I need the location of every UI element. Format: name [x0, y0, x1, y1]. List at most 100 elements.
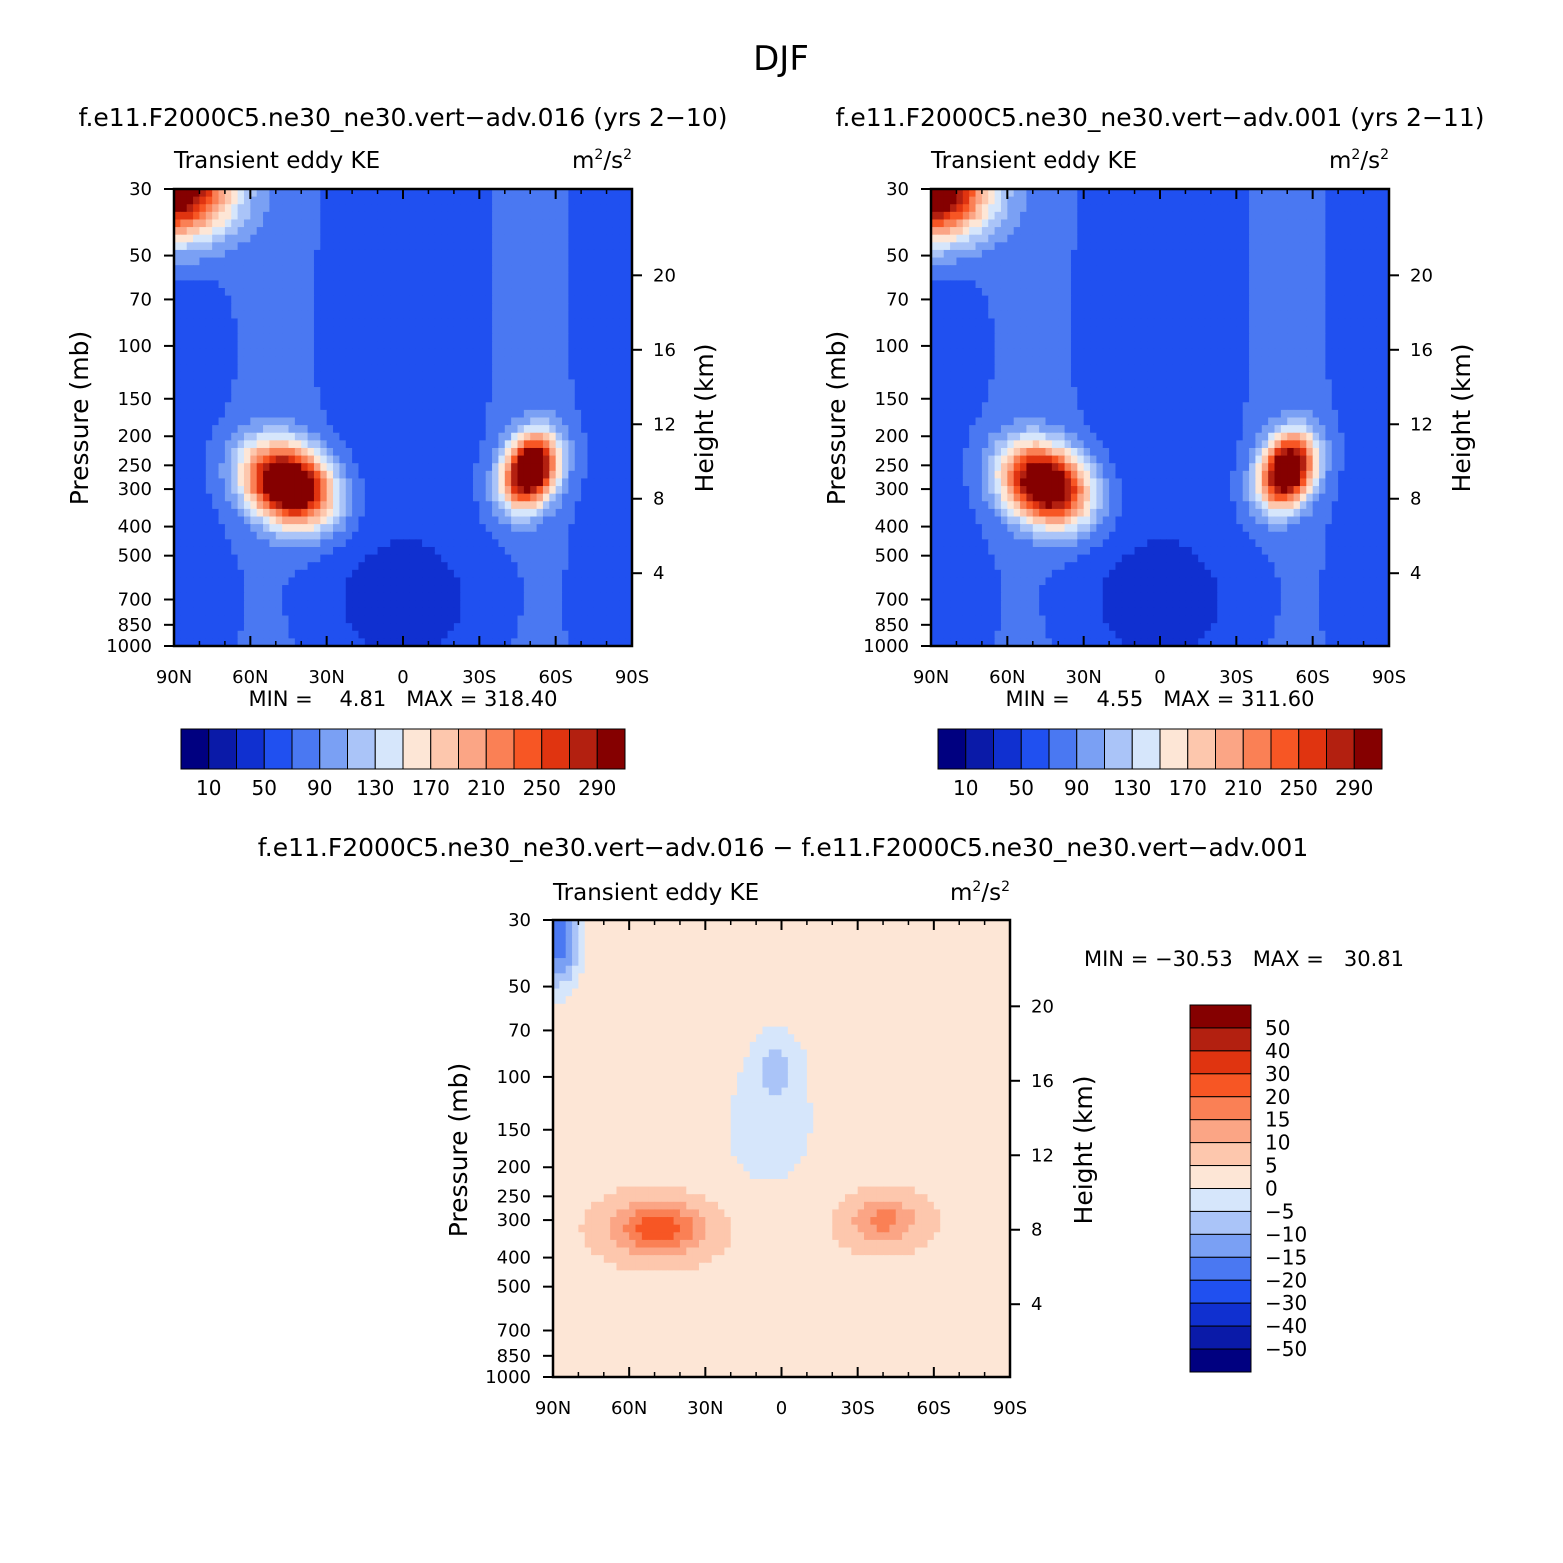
field-cell: [619, 318, 627, 327]
field-cell: [396, 607, 404, 617]
field-cell: [988, 234, 996, 243]
field-cell: [447, 630, 455, 639]
field-cell: [530, 196, 538, 205]
field-cell: [377, 265, 385, 274]
field-cell: [1128, 227, 1136, 236]
field-cell: [243, 432, 251, 441]
field-cell: [383, 455, 391, 464]
field-cell: [1217, 189, 1225, 198]
field-cell: [377, 394, 385, 403]
field-cell: [504, 409, 512, 419]
field-cell: [1344, 196, 1352, 205]
field-cell: [562, 562, 569, 571]
field-cell: [390, 280, 398, 289]
field-cell: [186, 189, 194, 198]
field-cell: [224, 630, 232, 639]
field-cell: [453, 295, 461, 304]
field-cell: [517, 295, 525, 304]
field-cell: [453, 318, 461, 327]
field-cell: [447, 272, 455, 281]
field-cell: [224, 288, 232, 297]
field-cell: [981, 219, 989, 228]
field-cell: [180, 280, 188, 289]
field-cell: [320, 280, 328, 289]
field-cell: [1369, 189, 1377, 198]
field-cell: [511, 638, 519, 647]
field-cell: [358, 470, 366, 480]
field-cell: [447, 493, 455, 502]
field-cell: [460, 257, 468, 266]
field-cell: [485, 402, 493, 411]
field-cell: [371, 554, 379, 563]
field-cell: [1319, 196, 1326, 205]
field-cell: [593, 592, 601, 601]
field-cell: [339, 440, 347, 449]
field-cell: [333, 295, 340, 304]
field-cell: [409, 234, 417, 243]
field-cell: [542, 585, 550, 594]
field-cell: [313, 288, 321, 297]
field-cell: [231, 341, 239, 350]
field-cell: [536, 204, 544, 213]
field-cell: [587, 531, 595, 540]
field-cell: [492, 219, 500, 228]
field-cell: [562, 493, 569, 502]
field-cell: [205, 417, 213, 426]
field-cell: [447, 432, 455, 441]
field-cell: [593, 516, 601, 525]
field-cell: [1128, 219, 1136, 228]
field-cell: [339, 196, 347, 205]
field-cell: [1096, 234, 1104, 243]
field-cell: [937, 196, 945, 205]
field-cell: [282, 585, 290, 594]
field-cell: [218, 638, 226, 647]
field-cell: [358, 546, 366, 556]
field-cell: [199, 303, 207, 312]
field-cell: [383, 402, 391, 411]
field-cell: [1039, 242, 1047, 251]
field-cell: [460, 501, 468, 510]
field-cell: [358, 257, 366, 266]
field-cell: [193, 577, 201, 586]
field-cell: [1013, 196, 1021, 205]
field-cell: [466, 432, 474, 441]
field-cell: [542, 470, 550, 480]
field-cell: [256, 189, 264, 198]
field-cell: [472, 493, 480, 502]
field-cell: [174, 524, 181, 533]
field-cell: [555, 387, 563, 396]
field-cell: [600, 326, 608, 335]
field-cell: [1179, 189, 1187, 198]
field-cell: [390, 402, 398, 411]
field-cell: [205, 310, 213, 320]
field-cell: [549, 227, 557, 236]
field-cell: [409, 478, 417, 487]
field-cell: [199, 425, 207, 434]
field-cell: [511, 227, 519, 236]
field-cell: [333, 630, 340, 639]
field-cell: [1261, 196, 1269, 205]
field-cell: [612, 333, 620, 342]
field-cell: [403, 303, 410, 312]
field-cell: [1121, 189, 1129, 198]
field-cell: [619, 554, 627, 563]
field-cell: [288, 326, 296, 335]
field-cell: [1376, 227, 1384, 236]
field-cell: [523, 554, 531, 563]
field-cell: [1274, 196, 1282, 205]
field-cell: [625, 257, 633, 266]
field-cell: [956, 196, 964, 205]
field-cell: [339, 577, 347, 586]
field-cell: [313, 432, 321, 441]
field-cell: [193, 280, 201, 289]
field-cell: [218, 326, 226, 335]
field-cell: [1204, 234, 1212, 243]
field-cell: [568, 272, 576, 281]
field-cell: [275, 478, 283, 487]
field-cell: [326, 234, 334, 243]
field-cell: [568, 288, 576, 297]
field-cell: [542, 478, 550, 487]
field-cell: [390, 257, 398, 266]
field-cell: [320, 623, 328, 632]
field-cell: [390, 531, 398, 540]
